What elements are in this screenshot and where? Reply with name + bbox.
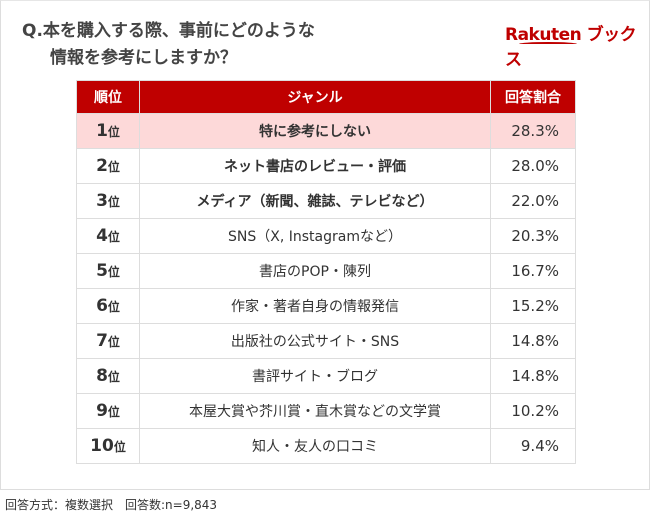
header-rank: 順位 [76, 80, 140, 114]
table-row: 5位 書店のPOP・陳列 16.7% [76, 253, 576, 289]
table-row: 9位 本屋大賞や芥川賞・直木賞などの文学賞 10.2% [76, 393, 576, 429]
rank-cell: 5位 [76, 253, 140, 289]
percent-cell: 28.3% [490, 113, 576, 149]
genre-cell: メディア（新聞、雑誌、テレビなど） [139, 183, 491, 219]
table-row: 7位 出版社の公式サイト・SNS 14.8% [76, 323, 576, 359]
table-row: 3位 メディア（新聞、雑誌、テレビなど） 22.0% [76, 183, 576, 219]
percent-cell: 28.0% [490, 148, 576, 184]
table-row: 10位 知人・友人の口コミ 9.4% [76, 428, 576, 464]
percent-cell: 14.8% [490, 358, 576, 394]
rank-cell: 1位 [76, 113, 140, 149]
header-percent: 回答割合 [490, 80, 576, 114]
rank-cell: 8位 [76, 358, 140, 394]
rank-cell: 3位 [76, 183, 140, 219]
footer-note: 回答方式：複数選択 回答数:n=9,843 [5, 498, 218, 512]
percent-cell: 15.2% [490, 288, 576, 324]
question-line-1: Q.本を購入する際、事前にどのような [22, 21, 315, 41]
table-row: 6位 作家・著者自身の情報発信 15.2% [76, 288, 576, 324]
rank-cell: 4位 [76, 218, 140, 254]
genre-cell: 出版社の公式サイト・SNS [139, 323, 491, 359]
percent-cell: 22.0% [490, 183, 576, 219]
genre-cell: 作家・著者自身の情報発信 [139, 288, 491, 324]
table-row: 1位 特に参考にしない 28.3% [76, 113, 576, 149]
question-title: Q.本を購入する際、事前にどのような 情報を参考にしますか？ [22, 18, 315, 72]
rank-cell: 6位 [76, 288, 140, 324]
table-row: 8位 書評サイト・ブログ 14.8% [76, 358, 576, 394]
genre-cell: 書店のPOP・陳列 [139, 253, 491, 289]
rank-cell: 7位 [76, 323, 140, 359]
rakuten-books-logo: Rakuten ブックス [505, 25, 637, 70]
header-genre: ジャンル [139, 80, 491, 114]
rank-cell: 10位 [76, 428, 140, 464]
table-row: 4位 SNS（X, Instagramなど） 20.3% [76, 218, 576, 254]
genre-cell: ネット書店のレビュー・評価 [139, 148, 491, 184]
rank-cell: 2位 [76, 148, 140, 184]
percent-cell: 16.7% [490, 253, 576, 289]
percent-cell: 10.2% [490, 393, 576, 429]
genre-cell: 書評サイト・ブログ [139, 358, 491, 394]
percent-cell: 9.4% [490, 428, 576, 464]
genre-cell: 本屋大賞や芥川賞・直木賞などの文学賞 [139, 393, 491, 429]
genre-cell: 特に参考にしない [139, 113, 491, 149]
rank-cell: 9位 [76, 393, 140, 429]
genre-cell: SNS（X, Instagramなど） [139, 218, 491, 254]
percent-cell: 14.8% [490, 323, 576, 359]
percent-cell: 20.3% [490, 218, 576, 254]
genre-cell: 知人・友人の口コミ [139, 428, 491, 464]
ranking-table: 順位 ジャンル 回答割合 1位 特に参考にしない 28.3% 2位 ネット書店のレビュー… [76, 80, 576, 464]
question-line-2: 情報を参考にしますか？ [50, 48, 237, 68]
table-row: 2位 ネット書店のレビュー・評価 28.0% [76, 148, 576, 184]
